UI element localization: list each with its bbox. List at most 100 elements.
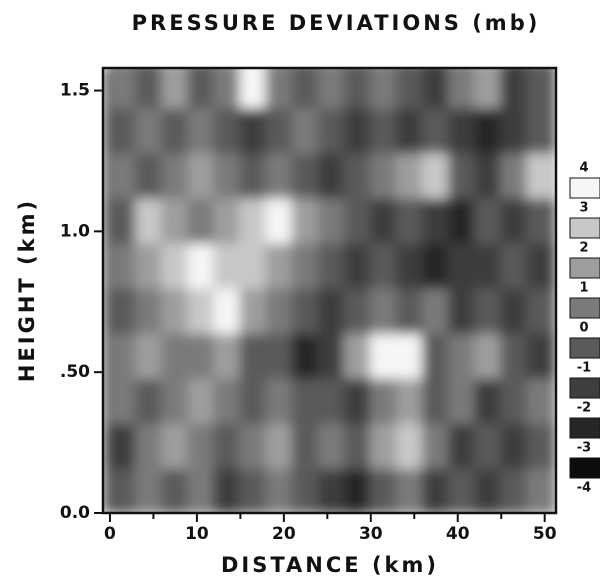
x-tick-label: 20 — [272, 524, 296, 544]
contour-cell — [317, 151, 346, 199]
contour-cell — [291, 106, 320, 154]
colorbar-label: 2 — [579, 241, 588, 256]
contour-cell — [369, 466, 398, 513]
contour-cell — [526, 151, 555, 199]
contour-cell — [474, 106, 503, 154]
contour-cell — [213, 106, 242, 154]
contour-cell — [448, 421, 477, 469]
contour-cell — [135, 106, 164, 154]
contour-cell — [108, 376, 138, 424]
contour-cell — [474, 376, 503, 424]
y-axis-label: HEIGHT (km) — [15, 198, 39, 382]
contour-cell — [317, 421, 346, 469]
contour-cell — [213, 241, 242, 289]
contour-cell — [161, 106, 190, 154]
contour-cell — [161, 241, 190, 289]
contour-cell — [369, 68, 398, 109]
contour-cell — [421, 466, 451, 513]
contour-cell — [526, 331, 555, 379]
contour-cell — [421, 286, 451, 334]
contour-cell — [421, 106, 451, 154]
contour-cell — [213, 286, 242, 334]
contour-cell — [291, 466, 320, 513]
contour-cell — [265, 376, 294, 424]
contour-cell — [239, 241, 268, 289]
contour-cell — [369, 421, 398, 469]
contour-cell — [317, 286, 346, 334]
y-tick-label: 1.0 — [60, 221, 90, 241]
contour-cell — [421, 421, 451, 469]
contour-cell — [369, 241, 398, 289]
contour-cell — [291, 196, 320, 244]
contour-cell — [448, 196, 477, 244]
contour-cell — [448, 106, 477, 154]
contour-cell — [474, 331, 503, 379]
contour-cell — [265, 151, 294, 199]
colorbar-swatch — [569, 457, 600, 479]
contour-cell — [239, 286, 268, 334]
contour-cell — [135, 151, 164, 199]
colorbar-label: -2 — [577, 401, 591, 416]
colorbar-label: 0 — [579, 321, 588, 336]
contour-cell — [500, 331, 529, 379]
contour-cell — [395, 286, 424, 334]
x-tick-label: 50 — [533, 524, 557, 544]
contour-cell — [448, 376, 477, 424]
contour-cell — [239, 376, 268, 424]
contour-cell — [239, 106, 268, 154]
contour-cell — [500, 68, 529, 109]
contour-cell — [500, 151, 529, 199]
contour-cell — [343, 466, 372, 513]
contour-cell — [187, 106, 216, 154]
contour-cell — [265, 421, 294, 469]
contour-cell — [187, 466, 216, 513]
contour-cell — [291, 68, 320, 109]
contour-cell — [108, 106, 138, 154]
contour-cell — [161, 196, 190, 244]
contour-cell — [265, 196, 294, 244]
contour-cell — [395, 241, 424, 289]
contour-cell — [135, 376, 164, 424]
contour-cell — [395, 421, 424, 469]
contour-cell — [108, 68, 138, 109]
contour-cell — [474, 196, 503, 244]
contour-cell — [187, 151, 216, 199]
contour-cell — [239, 421, 268, 469]
contour-cell — [187, 331, 216, 379]
contour-cell — [526, 421, 555, 469]
contour-cell — [500, 421, 529, 469]
contour-cell — [161, 286, 190, 334]
contour-cell — [265, 68, 294, 109]
contour-cell — [395, 151, 424, 199]
contour-cell — [135, 286, 164, 334]
contour-cell — [317, 68, 346, 109]
contour-cell — [291, 421, 320, 469]
contour-cell — [526, 68, 555, 109]
contour-cell — [213, 376, 242, 424]
colorbar-label: -1 — [577, 361, 591, 376]
contour-cell — [213, 331, 242, 379]
contour-cell — [291, 286, 320, 334]
colorbar-swatch — [569, 377, 600, 399]
colorbar-label: -4 — [577, 481, 591, 496]
contour-cell — [343, 286, 372, 334]
contour-cell — [369, 106, 398, 154]
contour-cell — [135, 331, 164, 379]
contour-cell — [265, 466, 294, 513]
colorbar-label: 1 — [579, 281, 588, 296]
contour-cell — [395, 68, 424, 109]
contour-cell — [526, 196, 555, 244]
contour-cell — [187, 68, 216, 109]
x-tick-label: 40 — [446, 524, 470, 544]
contour-cell — [421, 151, 451, 199]
contour-cell — [500, 241, 529, 289]
contour-cell — [108, 151, 138, 199]
contour-cell — [474, 68, 503, 109]
contour-cell — [161, 68, 190, 109]
colorbar-swatch — [569, 257, 600, 279]
contour-cell — [317, 196, 346, 244]
contour-field — [103, 68, 556, 513]
contour-cell — [526, 376, 555, 424]
contour-cell — [448, 68, 477, 109]
contour-cell — [395, 376, 424, 424]
